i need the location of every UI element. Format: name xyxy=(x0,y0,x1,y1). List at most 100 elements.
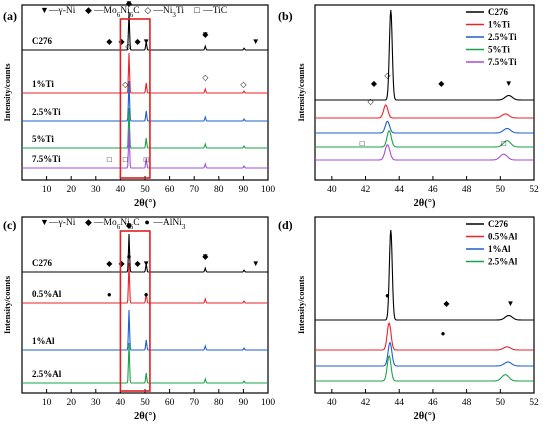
legend-text: —Mo6Ni6C xyxy=(93,6,140,19)
series-line xyxy=(315,341,534,367)
x-tick-label: 70 xyxy=(189,185,199,195)
x-tick-label: 100 xyxy=(261,185,276,195)
phase-marker: □ xyxy=(501,139,506,148)
x-axis-label: 2θ(°) xyxy=(414,198,436,209)
series-line xyxy=(22,127,268,169)
phase-marker: ● xyxy=(107,290,112,299)
phase-marker: □ xyxy=(107,155,112,164)
series-label: C276 xyxy=(32,36,52,46)
phase-marker: ◇ xyxy=(384,71,391,80)
legend-text: —γ-Ni xyxy=(48,6,76,16)
series-line xyxy=(22,11,268,51)
x-axis-label: 2θ(°) xyxy=(134,198,156,209)
phase-marker: ◆ xyxy=(106,259,113,268)
phase-marker: ◆ xyxy=(202,252,209,261)
x-tick-label: 40 xyxy=(116,185,126,195)
panel-label: (d) xyxy=(278,218,293,232)
legend-text: —Ni3Ti xyxy=(152,6,184,19)
series-line xyxy=(315,322,534,351)
axes-frame-3 xyxy=(21,216,269,394)
legend-symbol: ▼ xyxy=(40,217,49,227)
phase-marker: ▼ xyxy=(142,37,150,46)
phase-marker: □ xyxy=(144,155,149,164)
phase-marker: ● xyxy=(144,290,149,299)
x-tick-label: 40 xyxy=(116,398,126,408)
x-tick-label: 46 xyxy=(428,185,438,195)
x-tick-label: 50 xyxy=(140,398,150,408)
x-tick-label: 10 xyxy=(42,185,52,195)
legend-label: 2.5%Al xyxy=(488,257,518,267)
x-tick-label: 50 xyxy=(496,185,506,195)
axes-frame-4 xyxy=(314,216,535,394)
series-line xyxy=(315,9,534,101)
phase-marker: ◆ xyxy=(202,30,209,39)
x-tick-label: 52 xyxy=(529,185,539,195)
series-line xyxy=(315,104,534,119)
series-line xyxy=(22,52,268,94)
series-label: 0.5%Al xyxy=(32,289,62,299)
phase-marker: □ xyxy=(360,139,365,148)
phase-marker: ▼ xyxy=(252,259,260,268)
x-tick-label: 80 xyxy=(214,185,224,195)
x-tick-label: 80 xyxy=(214,398,224,408)
x-tick-label: 10 xyxy=(42,398,52,408)
phase-marker: ◆ xyxy=(135,259,142,268)
legend-label: 1%Ti xyxy=(488,20,510,30)
panel-label: (a) xyxy=(3,9,17,23)
panel-label: (c) xyxy=(3,218,16,232)
x-tick-label: 60 xyxy=(165,185,175,195)
series-label: 2.5%Ti xyxy=(32,107,61,117)
legend-text: —Mo6Ni6C xyxy=(93,218,140,231)
legend-text: —γ-Ni xyxy=(48,218,76,228)
legend-symbol: ◆ xyxy=(85,217,92,227)
phase-marker: ◆ xyxy=(126,0,133,8)
phase-marker: ▼ xyxy=(201,252,209,261)
phase-marker: ▼ xyxy=(201,30,209,39)
highlight-box xyxy=(119,230,151,392)
phase-marker: ● xyxy=(127,252,132,261)
x-tick-label: 42 xyxy=(361,398,371,408)
axes-frame-2 xyxy=(314,4,535,181)
x-tick-label: 44 xyxy=(394,398,404,408)
phase-marker: ◇ xyxy=(125,42,132,51)
y-axis-label: Intensity/counts xyxy=(296,275,306,334)
series-line xyxy=(315,130,534,148)
x-tick-label: 20 xyxy=(66,185,76,195)
x-tick-label: 44 xyxy=(394,185,404,195)
legend-label: C276 xyxy=(488,219,508,229)
x-tick-label: 52 xyxy=(529,398,539,408)
series-line xyxy=(315,120,534,134)
legend-symbol: ▼ xyxy=(40,5,49,15)
series-label: 5%Ti xyxy=(32,134,54,144)
y-axis-label: Intensity/counts xyxy=(2,275,12,334)
series-label: C276 xyxy=(32,258,52,268)
series-line xyxy=(315,355,534,382)
legend-text: —TiC xyxy=(202,6,227,16)
series-line xyxy=(22,107,268,149)
x-tick-label: 50 xyxy=(140,185,150,195)
phase-marker: ▼ xyxy=(125,0,133,8)
phase-marker: ◇ xyxy=(368,97,375,106)
series-line xyxy=(22,309,268,351)
legend-label: 0.5%Al xyxy=(488,232,518,242)
y-axis-label: Intensity/counts xyxy=(2,63,12,122)
phase-marker: ◇ xyxy=(240,80,247,89)
y-axis-label: Intensity/counts xyxy=(296,63,306,122)
x-tick-label: 100 xyxy=(261,398,276,408)
x-tick-label: 50 xyxy=(496,398,506,408)
phase-marker: ◆ xyxy=(106,37,113,46)
x-tick-label: 46 xyxy=(428,398,438,408)
x-tick-label: 48 xyxy=(462,398,472,408)
phase-marker: ◆ xyxy=(135,37,142,46)
series-line xyxy=(315,229,534,321)
series-label: 2.5%Al xyxy=(32,369,62,379)
legend-symbol: □ xyxy=(194,5,200,15)
phase-marker: ● xyxy=(385,291,390,300)
x-axis-label: 2θ(°) xyxy=(134,411,156,422)
series-label: 7.5%Ti xyxy=(32,154,61,164)
series-line xyxy=(315,144,534,161)
series-label: 1%Al xyxy=(32,336,55,346)
phase-marker: ▼ xyxy=(505,79,513,88)
